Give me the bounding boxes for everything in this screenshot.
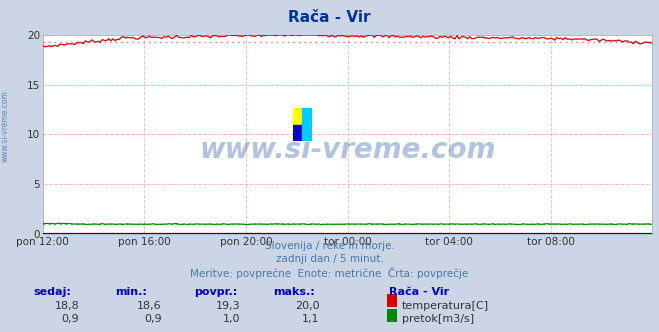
Text: 20,0: 20,0 [295,301,320,311]
Text: 19,3: 19,3 [216,301,241,311]
Text: sedaj:: sedaj: [33,287,71,297]
Text: Rača - Vir: Rača - Vir [288,10,371,25]
Bar [302,108,312,124]
Bar [302,124,312,141]
Text: 0,9: 0,9 [144,314,161,324]
Text: pretok[m3/s]: pretok[m3/s] [402,314,474,324]
Text: 18,8: 18,8 [54,301,79,311]
Text: Rača - Vir: Rača - Vir [389,287,449,297]
Text: www.si-vreme.com: www.si-vreme.com [1,90,10,162]
Text: Slovenija / reke in morje.: Slovenija / reke in morje. [264,241,395,251]
Text: www.si-vreme.com: www.si-vreme.com [200,136,496,164]
Bar [293,108,302,124]
Text: min.:: min.: [115,287,147,297]
Text: temperatura[C]: temperatura[C] [402,301,489,311]
Text: 1,0: 1,0 [223,314,241,324]
Text: maks.:: maks.: [273,287,315,297]
Text: 1,1: 1,1 [302,314,320,324]
Bar [293,124,302,141]
Text: 0,9: 0,9 [61,314,79,324]
Text: zadnji dan / 5 minut.: zadnji dan / 5 minut. [275,254,384,264]
Text: Meritve: povprečne  Enote: metrične  Črta: povprečje: Meritve: povprečne Enote: metrične Črta:… [190,267,469,279]
Text: povpr.:: povpr.: [194,287,238,297]
Text: 18,6: 18,6 [137,301,161,311]
